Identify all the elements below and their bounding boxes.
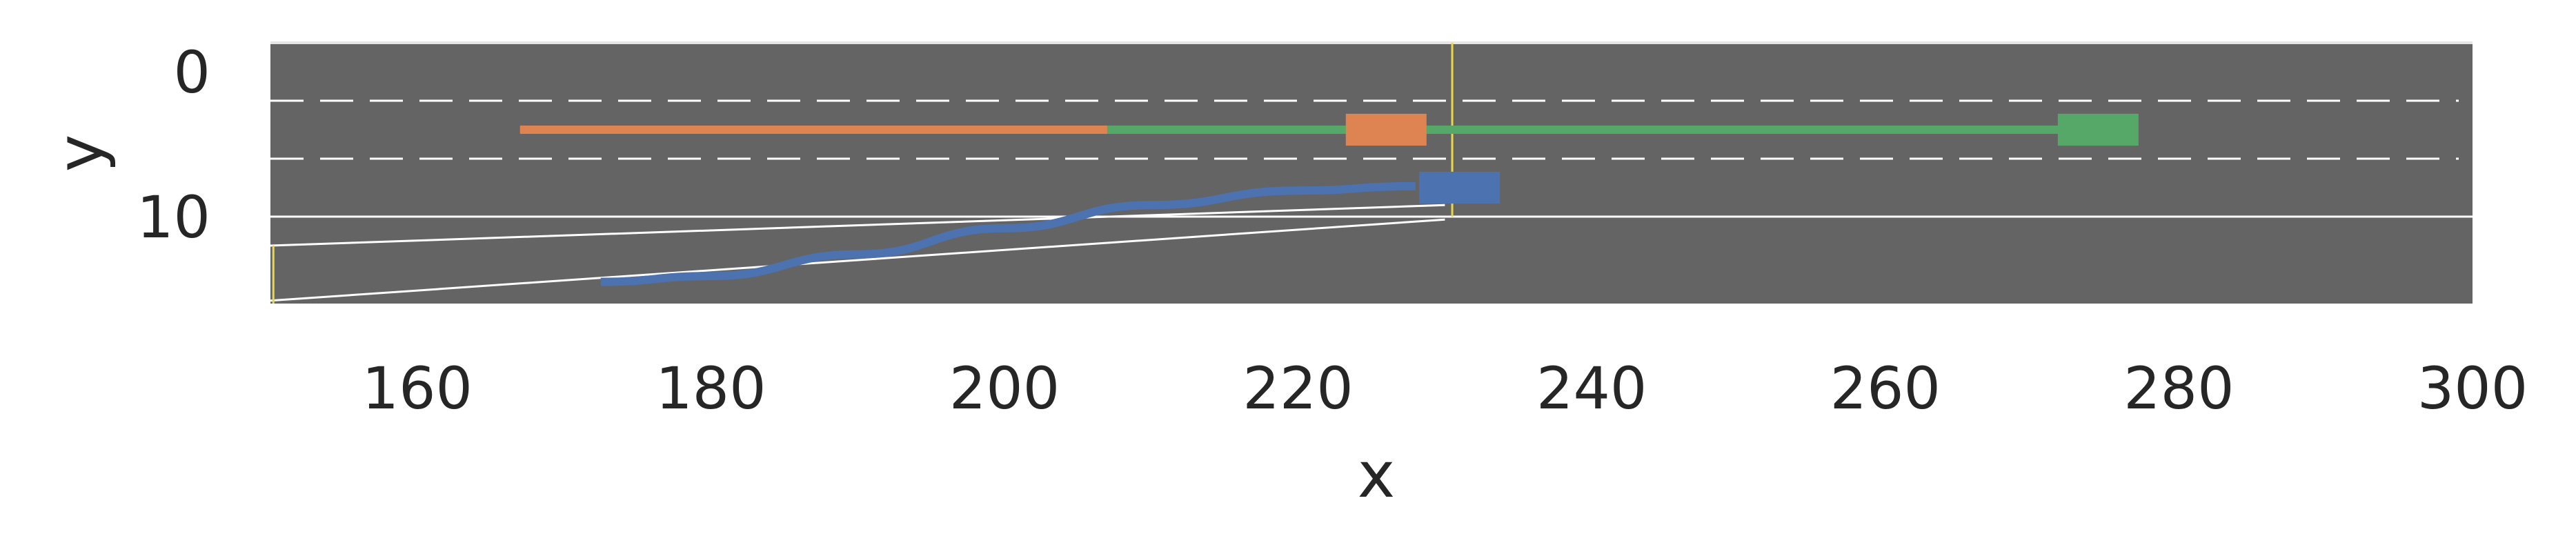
y-axis-label: y <box>43 135 117 172</box>
ramp-upper-edge <box>270 204 1445 247</box>
x-tick-label: 300 <box>2417 355 2528 422</box>
x-axis-ticks: 160 180 200 220 240 260 280 300 <box>362 355 2528 422</box>
trajectory-line-3 <box>600 181 1416 286</box>
road-surface <box>270 43 2473 304</box>
y-tick-label: 10 <box>137 184 210 251</box>
x-tick-label: 240 <box>1536 355 1647 422</box>
plot-area <box>270 41 2473 304</box>
vehicle-2 <box>2057 113 2139 146</box>
x-tick-label: 160 <box>362 355 473 422</box>
x-tick-label: 200 <box>949 355 1060 422</box>
x-tick-label: 180 <box>655 355 766 422</box>
vehicle-3 <box>1419 171 1500 204</box>
x-tick-label: 280 <box>2123 355 2234 422</box>
x-tick-label: 220 <box>1242 355 1353 422</box>
ramp-lower-edge <box>270 218 1445 302</box>
vehicle-1 <box>1345 113 1427 146</box>
x-axis-label: x <box>1358 438 1395 512</box>
y-tick-label: 0 <box>174 39 210 106</box>
x-tick-label: 260 <box>1830 355 1941 422</box>
y-axis-ticks: 0 10 <box>137 39 210 251</box>
